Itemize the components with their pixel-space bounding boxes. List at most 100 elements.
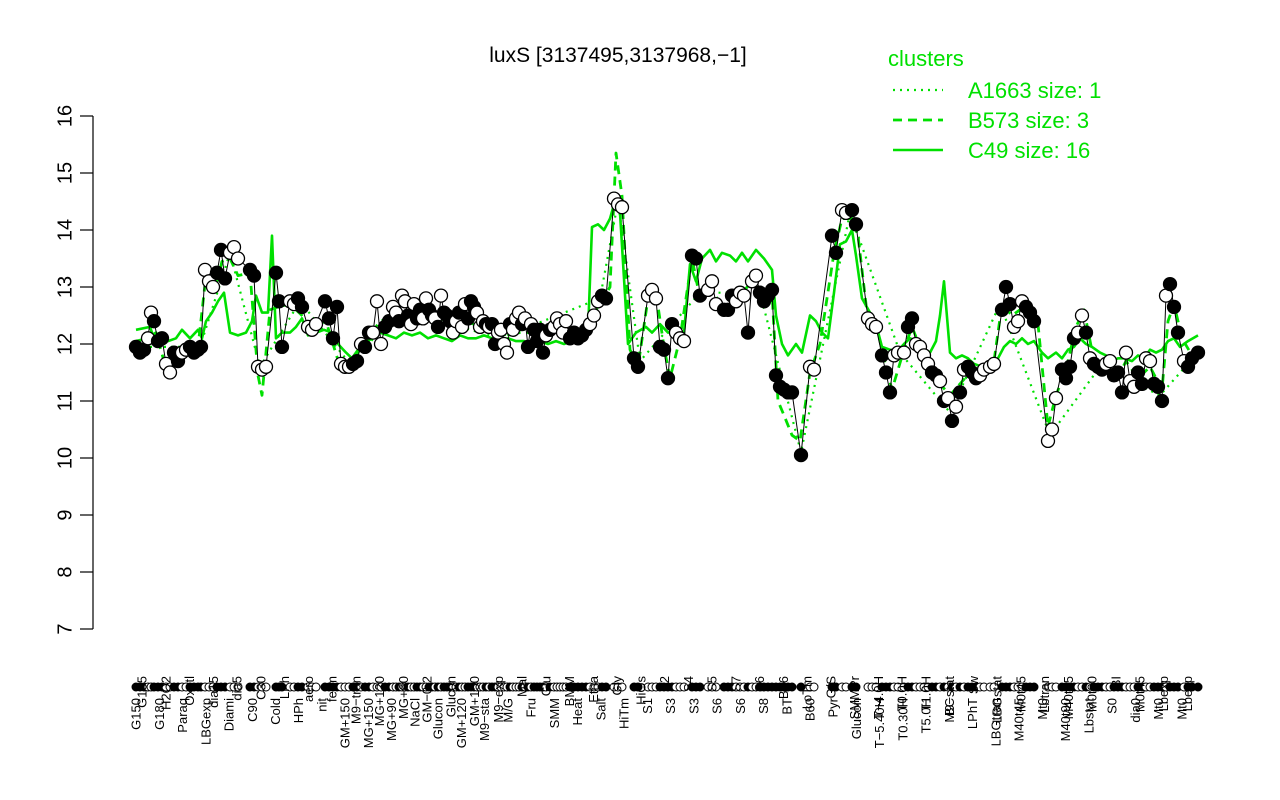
x-tick-label: Glucon (443, 676, 458, 717)
data-point (874, 348, 890, 363)
x-tick-label: T0.30H (896, 698, 911, 741)
data-point (258, 359, 274, 374)
x-tick-label: MG+60 (396, 676, 411, 719)
data-point (828, 245, 844, 260)
data-point (430, 319, 446, 335)
y-tick-label: 7 (54, 623, 76, 634)
y-tick-label: 8 (54, 566, 76, 577)
x-tick-label: nit (315, 698, 330, 712)
x-tick-label: Mt0 (1035, 698, 1050, 720)
data-point (948, 399, 964, 414)
data-point (1048, 390, 1064, 406)
x-tick-label: GM+120 (454, 698, 469, 748)
x-tick-label: M0t45 (1132, 676, 1147, 712)
data-point (688, 251, 704, 266)
data-point (349, 353, 365, 369)
x-tick-label: G180 (152, 698, 167, 730)
x-tick-label: S7 (728, 676, 743, 692)
data-point (294, 299, 310, 315)
data-point (1102, 353, 1118, 369)
x-tick-label: G/S (823, 676, 838, 699)
x-tick-label: Cold (268, 698, 283, 725)
x-tick-label: G135 (135, 676, 150, 708)
data-point (205, 279, 221, 295)
x-tick-label: LBGstat (990, 676, 1005, 723)
x-tick-label: Lbstat (1081, 698, 1096, 734)
data-point (1110, 365, 1126, 380)
data-point (764, 282, 780, 298)
x-tick-label: T1.0H (919, 676, 934, 711)
x-tick-label: dia15 (206, 676, 221, 708)
y-tick-label: 11 (54, 391, 76, 412)
data-point (844, 202, 860, 218)
x-tick-label: NaCl (407, 698, 422, 727)
data-point (1166, 299, 1182, 315)
data-point (268, 265, 284, 280)
x-tick-label: dia0 (1128, 698, 1143, 723)
data-point (940, 390, 956, 406)
data-point (1078, 325, 1094, 340)
data-point (274, 339, 290, 355)
x-tick-label: M9−stat (942, 676, 957, 723)
x-tick-label: LPhT (965, 698, 980, 729)
rug-point (787, 682, 797, 692)
x-tick-label: S3 (686, 698, 701, 714)
x-tick-label: LBGtran (988, 698, 1003, 746)
x-tick-label: Mal (515, 676, 530, 697)
data-point (736, 288, 752, 303)
data-point (558, 314, 574, 329)
x-tick-label: S1 (640, 698, 655, 714)
x-tick-label: M40t90 (1058, 698, 1073, 741)
data-point (146, 314, 162, 329)
data-point (369, 294, 385, 309)
data-point (1118, 345, 1134, 360)
x-tick-label: M9−exp (491, 676, 506, 723)
rug-point (851, 682, 861, 692)
rug-point (796, 682, 806, 692)
data-point (598, 291, 614, 306)
chart-title: luxS [3137495,3137968,−1] (489, 44, 747, 67)
x-tick-label: MG+120 (372, 676, 387, 726)
y-axis: 7 8 9 10 11 12 13 14 15 16 (54, 105, 94, 635)
data-point (882, 385, 898, 400)
x-tick-label: G150 (129, 698, 144, 730)
data-point (793, 447, 809, 463)
x-tick-label: S4 (681, 676, 696, 692)
data-point (1170, 325, 1186, 340)
rug-point (233, 682, 243, 692)
x-tick-label: Mt0 (1151, 698, 1166, 720)
y-tick-label: 15 (54, 162, 76, 184)
x-tick-label: Diami (222, 698, 237, 731)
rug-point (311, 682, 321, 692)
x-tick-label: Gly (610, 676, 625, 696)
x-tick-label: BC (942, 698, 957, 716)
x-axis-labels: G135 H2O2 Oxctl dia15 dia5 C30 LPh aero ferm M9−t… (129, 675, 1195, 748)
x-tick-label: dia5 (230, 676, 245, 701)
data-point (329, 299, 345, 315)
x-tick-label: B60 (803, 698, 818, 721)
x-tick-label: Lbexp (1156, 676, 1171, 711)
rug-point (1193, 682, 1203, 692)
data-point (630, 359, 646, 374)
x-tick-label: Heat (570, 698, 585, 726)
data-point (321, 311, 337, 326)
data-point (1134, 376, 1150, 392)
x-tick-label: LBGexp (198, 698, 213, 745)
x-tick-label: BT (779, 698, 794, 715)
x-tick-label: M/G (500, 698, 515, 723)
cluster-lines (135, 151, 1199, 454)
x-tick-label: H2O2 (158, 676, 173, 710)
data-point (308, 316, 324, 332)
rug-point (261, 682, 271, 692)
data-point (614, 200, 630, 215)
data-point (848, 217, 864, 232)
x-tick-label: Lbtran (1037, 676, 1052, 713)
data-point (357, 339, 373, 355)
x-tick-label: ferm (325, 676, 340, 702)
data-point (656, 342, 672, 357)
rug-point (809, 682, 819, 692)
data-point (325, 331, 341, 346)
y-tick-label: 13 (54, 276, 76, 298)
